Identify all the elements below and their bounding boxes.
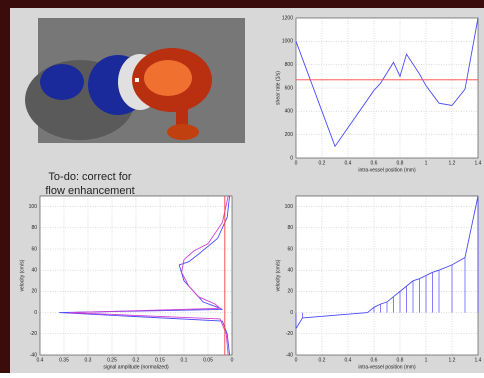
- x-tick-label: 1.2: [449, 160, 456, 166]
- y-tick-label: 1200: [282, 15, 293, 21]
- y-tick-label: 0: [34, 310, 37, 316]
- x-tick-label: 0.4: [37, 357, 44, 363]
- x-tick-label: 1: [425, 160, 428, 166]
- x-tick-label: 0.15: [155, 357, 165, 363]
- y-tick-label: 40: [31, 268, 37, 274]
- y-tick-label: 60: [31, 246, 37, 252]
- x-tick-label: 1.4: [475, 160, 482, 166]
- y-tick-label: 0: [290, 310, 293, 316]
- x-axis-label: signal amplitude (normalized): [103, 364, 169, 370]
- x-tick-label: 0.8: [397, 357, 404, 363]
- x-tick-label: 0.6: [371, 357, 378, 363]
- plot-area: [296, 196, 478, 355]
- y-tick-label: 60: [287, 246, 293, 252]
- x-tick-label: 0: [295, 160, 298, 166]
- y-tick-label: 20: [287, 289, 293, 295]
- x-tick-label: 0.4: [345, 357, 352, 363]
- slide: To-do: correct for flow enhancement 0 0.2…: [0, 0, 484, 373]
- y-tick-label: 0: [290, 155, 293, 161]
- y-tick-label: -40: [286, 352, 293, 358]
- x-tick-label: 0.35: [59, 357, 69, 363]
- x-tick-label: 0.1: [181, 357, 188, 363]
- x-tick-label: 1.4: [475, 357, 482, 363]
- x-tick-label: 0.2: [319, 357, 326, 363]
- image-vessel: [40, 64, 84, 100]
- y-tick-label: 1000: [282, 39, 293, 45]
- x-tick-label: 0: [295, 357, 298, 363]
- x-tick-label: 0.05: [203, 357, 213, 363]
- y-tick-label: 200: [285, 132, 294, 138]
- x-tick-label: 0.25: [107, 357, 117, 363]
- y-tick-label: 40: [287, 268, 293, 274]
- y-tick-label: 80: [287, 225, 293, 231]
- y-axis-label: shear rate (1/s): [275, 71, 281, 105]
- x-tick-label: 0: [231, 357, 234, 363]
- y-tick-label: -20: [286, 331, 293, 337]
- x-axis-label: intra-vessel position (mm): [358, 364, 416, 370]
- y-tick-label: -40: [30, 352, 37, 358]
- x-tick-label: 0.6: [371, 160, 378, 166]
- x-tick-label: 0.4: [345, 160, 352, 166]
- x-tick-label: 1.2: [449, 357, 456, 363]
- annotation: flow enhancement: [45, 185, 134, 197]
- y-tick-label: -20: [30, 331, 37, 337]
- y-tick-label: 100: [29, 204, 38, 210]
- y-tick-label: 800: [285, 62, 294, 68]
- image-marker: [135, 78, 139, 82]
- x-tick-label: 0.2: [133, 357, 140, 363]
- y-axis-label: velocity (cm/s): [19, 259, 25, 291]
- y-tick-label: 20: [31, 289, 37, 295]
- annotation: To-do: correct for: [48, 171, 131, 183]
- x-axis-label: intra-vessel position (mm): [358, 167, 416, 173]
- y-tick-label: 80: [31, 225, 37, 231]
- image-flow-tail: [167, 124, 199, 140]
- y-tick-label: 100: [285, 204, 294, 210]
- y-axis-label: velocity (cm/s): [275, 259, 281, 291]
- x-tick-label: 0.2: [319, 160, 326, 166]
- y-tick-label: 400: [285, 109, 294, 115]
- x-tick-label: 0.3: [85, 357, 92, 363]
- x-tick-label: 0.8: [397, 160, 404, 166]
- y-tick-label: 600: [285, 85, 294, 91]
- image-flow-core: [144, 60, 192, 96]
- x-tick-label: 1: [425, 357, 428, 363]
- mri-image: [25, 18, 245, 143]
